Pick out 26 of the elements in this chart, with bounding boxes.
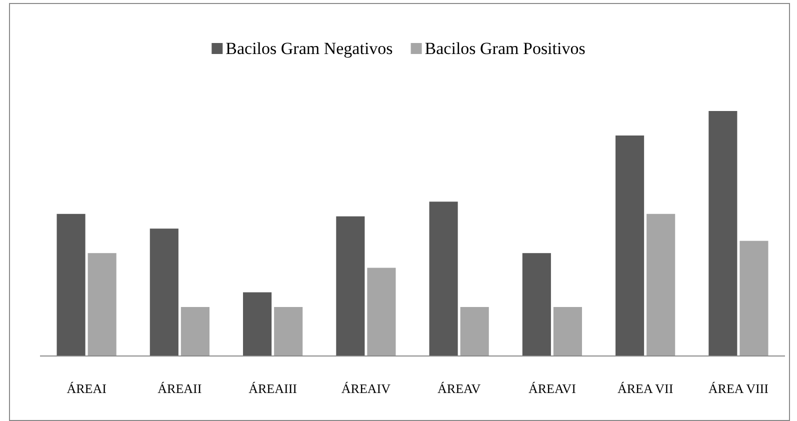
bar <box>460 307 489 356</box>
x-tick-label: ÁREA VII <box>617 381 674 396</box>
x-tick-label: ÁREA VIII <box>708 381 768 396</box>
bar <box>553 307 582 356</box>
bar <box>180 307 210 356</box>
bar <box>616 136 644 356</box>
bar <box>708 111 738 356</box>
x-tick-label: ÁREAVI <box>528 381 576 396</box>
x-tick-label: ÁREAI <box>66 381 106 396</box>
x-tick-label: ÁREAIII <box>248 381 298 396</box>
bar <box>367 268 396 356</box>
legend-label: Bacilos Gram Positivos <box>424 39 586 58</box>
bar <box>56 214 86 356</box>
x-tick-label: ÁREAII <box>158 381 202 396</box>
x-tick-label: ÁREAV <box>438 381 482 396</box>
bar <box>740 240 768 356</box>
bar <box>274 307 303 356</box>
bar <box>88 253 116 356</box>
bar <box>150 228 178 356</box>
legend-label: Bacilos Gram Negativos <box>226 39 393 58</box>
bar <box>243 292 272 356</box>
x-tick-label: ÁREAIV <box>341 381 392 396</box>
bar <box>336 216 365 356</box>
bar <box>429 202 458 356</box>
bar <box>646 214 676 356</box>
bar <box>522 253 551 356</box>
